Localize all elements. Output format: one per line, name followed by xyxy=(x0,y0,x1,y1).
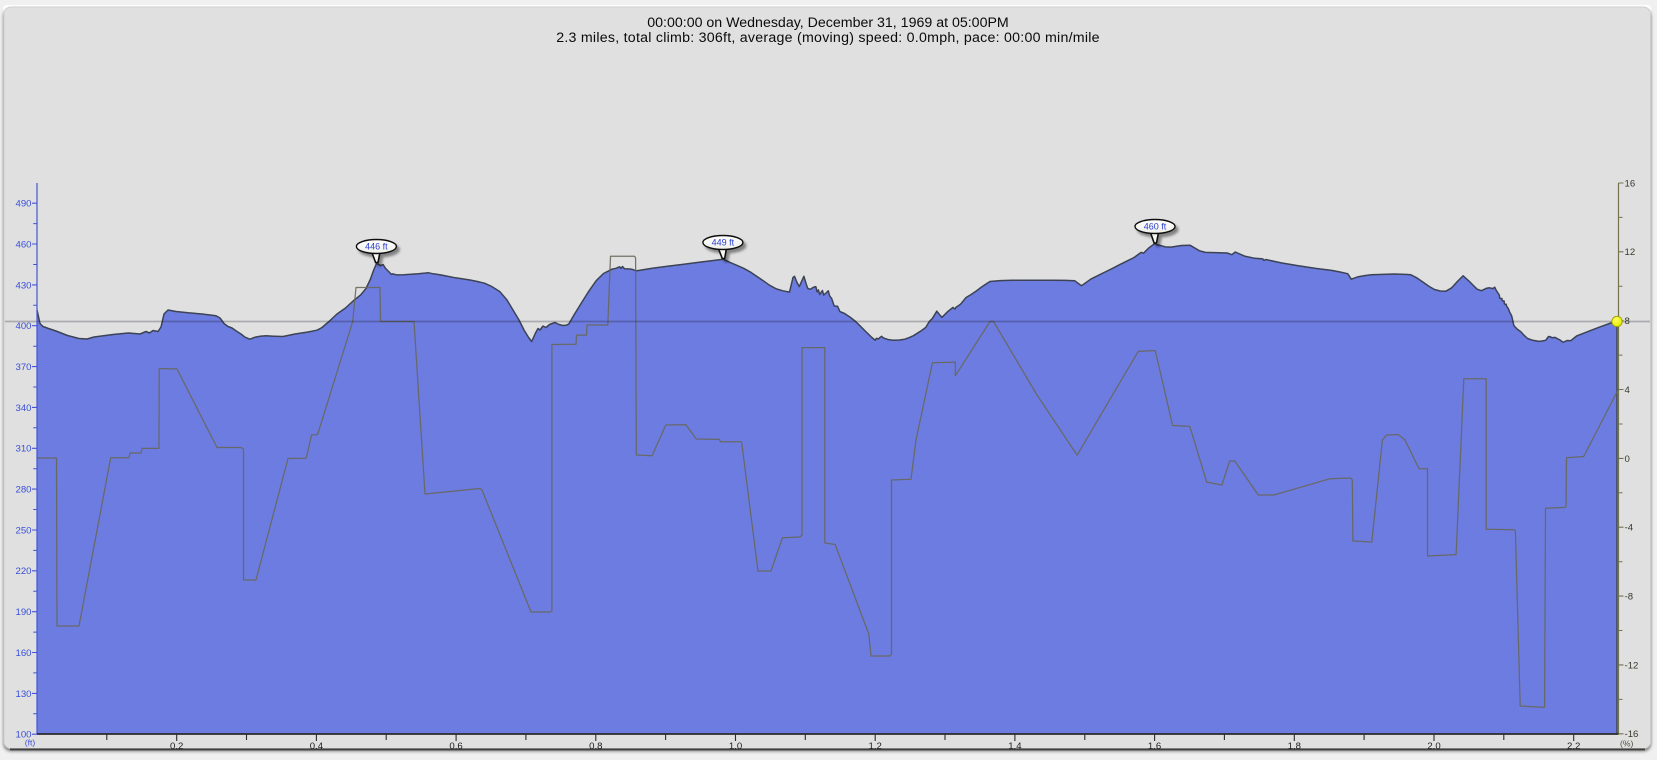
svg-text:-12: -12 xyxy=(1625,660,1639,671)
svg-text:2.3 miles, total climb: 306ft,: 2.3 miles, total climb: 306ft, average (… xyxy=(556,30,1100,46)
svg-text:340: 340 xyxy=(15,403,31,414)
svg-text:0.6: 0.6 xyxy=(449,741,462,752)
svg-text:-4: -4 xyxy=(1625,523,1634,534)
svg-text:2.2: 2.2 xyxy=(1567,741,1580,752)
svg-text:1.8: 1.8 xyxy=(1288,741,1301,752)
svg-text:00:00:00 on Wednesday, Decembe: 00:00:00 on Wednesday, December 31, 1969… xyxy=(647,15,1009,31)
svg-text:100: 100 xyxy=(15,730,31,741)
svg-text:310: 310 xyxy=(15,444,31,455)
svg-text:(ft): (ft) xyxy=(25,738,36,748)
svg-text:430: 430 xyxy=(15,280,31,291)
svg-text:1.4: 1.4 xyxy=(1008,741,1022,752)
svg-text:16: 16 xyxy=(1625,178,1636,189)
svg-text:490: 490 xyxy=(15,199,31,210)
svg-text:1.0: 1.0 xyxy=(729,741,742,752)
svg-text:0.8: 0.8 xyxy=(589,741,602,752)
svg-text:8: 8 xyxy=(1625,316,1630,327)
svg-text:130: 130 xyxy=(15,689,31,700)
svg-text:-8: -8 xyxy=(1625,592,1634,603)
svg-text:250: 250 xyxy=(15,525,31,536)
svg-text:460: 460 xyxy=(15,239,31,250)
svg-text:1.2: 1.2 xyxy=(869,741,882,752)
svg-text:460 ft: 460 ft xyxy=(1144,222,1167,232)
svg-text:449 ft: 449 ft xyxy=(712,238,735,248)
svg-text:0: 0 xyxy=(1625,454,1630,465)
svg-text:12: 12 xyxy=(1625,247,1636,258)
svg-text:-16: -16 xyxy=(1625,729,1639,740)
svg-text:446 ft: 446 ft xyxy=(365,242,388,252)
svg-text:0.4: 0.4 xyxy=(310,741,324,752)
svg-text:0.2: 0.2 xyxy=(170,741,183,752)
svg-text:190: 190 xyxy=(15,607,31,618)
svg-text:4: 4 xyxy=(1625,385,1631,396)
svg-text:2.0: 2.0 xyxy=(1427,741,1440,752)
svg-text:220: 220 xyxy=(15,566,31,577)
svg-text:(%): (%) xyxy=(1620,739,1634,749)
svg-text:370: 370 xyxy=(15,362,31,373)
svg-text:160: 160 xyxy=(15,648,31,659)
svg-text:400: 400 xyxy=(15,321,31,332)
svg-text:280: 280 xyxy=(15,485,31,496)
svg-text:1.6: 1.6 xyxy=(1148,741,1161,752)
